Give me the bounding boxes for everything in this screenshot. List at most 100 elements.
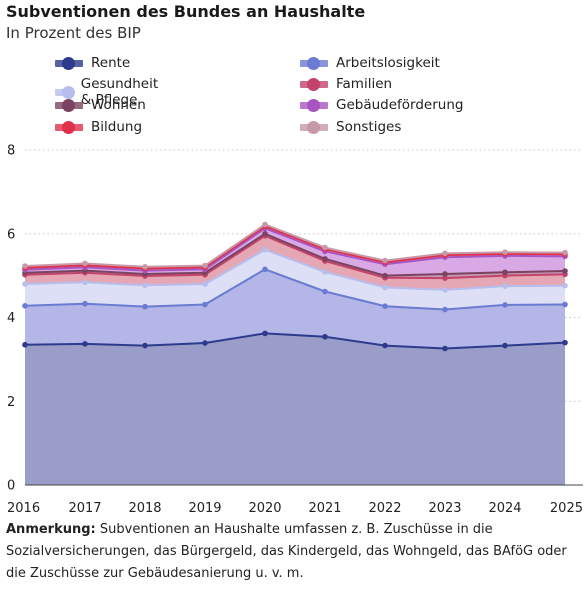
point-wohnen-2023	[442, 271, 448, 277]
line-gesundheit-and-pflege	[24, 248, 566, 291]
chart-title: Subventionen des Bundes an Haushalte	[6, 2, 366, 21]
point-arbeitslosigkeit-2020	[262, 266, 268, 273]
legend-swatch	[300, 56, 328, 70]
x-tick-label: 2023	[428, 501, 461, 515]
point-familien-2023	[442, 275, 448, 281]
area-wohnen	[25, 233, 565, 279]
x-tick-label: 2018	[128, 501, 161, 515]
x-tick-label: 2022	[368, 501, 401, 515]
legend-swatch	[55, 98, 83, 112]
point-arbeitslosigkeit-2023	[442, 306, 448, 313]
point-arbeitslosigkeit-2025	[562, 301, 568, 308]
area-chart: 0 2 4 6 8 2016 2017 2018 2019 2020 2021 2022 2023 202…	[7, 144, 583, 515]
area-arbeitslosigkeit	[25, 269, 565, 349]
point-gesundheit-and-pflege-2025	[562, 282, 568, 289]
point-arbeitslosigkeit-2018	[142, 303, 148, 310]
point-arbeitslosigkeit-2019	[202, 301, 208, 308]
point-wohnen-2025	[562, 268, 568, 274]
legend-swatch	[300, 77, 328, 91]
legend-label: Gesundheit & Pflege	[80, 76, 159, 108]
point-rente-2019	[202, 340, 208, 346]
x-tick-label: 2024	[488, 501, 521, 515]
y-tick-label: 2	[7, 395, 15, 410]
point-wohnen-2022	[382, 272, 388, 279]
line-bildung	[24, 225, 566, 270]
point-gesundheit-and-pflege-2020	[262, 246, 268, 253]
line-gebaeudefoerderung	[24, 227, 566, 272]
point-gesundheit-and-pflege-2018	[142, 282, 148, 289]
point-gesundheit-and-pflege-2017	[82, 279, 88, 286]
point-rente-2017	[82, 341, 88, 347]
point-wohnen-2020	[262, 230, 268, 237]
point-sonstiges-2020	[262, 221, 268, 228]
point-gesundheit-and-pflege-2016	[22, 281, 28, 287]
point-rente-2022	[382, 342, 388, 349]
legend-swatch	[55, 56, 83, 70]
point-rente-2021	[322, 333, 328, 340]
point-gesundheit-and-pflege-2021	[322, 269, 328, 275]
legend-item-gebaeudefoerderung: Gebäudeförderung	[300, 97, 463, 113]
legend-label: Rente	[91, 55, 131, 71]
point-gesundheit-and-pflege-2024	[502, 283, 508, 289]
legend-swatch	[55, 120, 83, 134]
point-arbeitslosigkeit-2021	[322, 288, 328, 295]
x-tick-label: 2019	[188, 501, 221, 515]
point-sonstiges-2021	[322, 244, 328, 251]
x-tick-label: 2016	[7, 501, 40, 515]
y-tick-label: 8	[7, 144, 15, 159]
point-rente-2018	[142, 342, 148, 349]
point-sonstiges-2016	[22, 263, 28, 269]
x-tick-label: 2017	[68, 501, 101, 515]
point-sonstiges-2024	[502, 249, 508, 255]
legend-item-arbeitslosigkeit: Arbeitslosigkeit	[300, 55, 440, 71]
point-wohnen-2024	[502, 269, 508, 276]
legend-label: Bildung	[91, 119, 143, 135]
legend-swatch	[300, 98, 328, 112]
point-wohnen-2021	[322, 256, 328, 262]
y-tick-label: 4	[7, 311, 15, 326]
legend-item-familien: Familien	[300, 76, 392, 92]
point-gesundheit-and-pflege-2023	[442, 287, 448, 293]
legend-swatch	[300, 120, 328, 134]
line-arbeitslosigkeit	[24, 268, 566, 311]
point-arbeitslosigkeit-2017	[82, 300, 88, 307]
point-gesundheit-and-pflege-2019	[202, 281, 208, 287]
point-arbeitslosigkeit-2016	[22, 302, 28, 309]
point-rente-2016	[22, 341, 28, 348]
area-rente	[25, 333, 565, 485]
legend-label: Familien	[336, 76, 393, 92]
point-arbeitslosigkeit-2022	[382, 303, 388, 309]
legend-label: Wohnen	[91, 97, 146, 113]
point-sonstiges-2025	[562, 249, 568, 256]
x-tick-label: 2021	[308, 501, 341, 515]
point-sonstiges-2017	[82, 260, 88, 267]
point-sonstiges-2018	[142, 264, 148, 270]
point-sonstiges-2023	[442, 250, 448, 257]
point-sonstiges-2022	[382, 257, 388, 264]
point-rente-2025	[562, 339, 568, 346]
legend-item-wohnen: Wohnen	[55, 97, 146, 113]
legend-item-bildung: Bildung	[55, 119, 142, 135]
point-arbeitslosigkeit-2024	[502, 302, 508, 308]
legend-swatch	[55, 85, 75, 99]
point-rente-2023	[442, 345, 448, 352]
point-rente-2024	[502, 342, 508, 349]
footnote-label: Anmerkung:	[6, 522, 96, 537]
line-rente	[24, 332, 566, 350]
line-sonstiges	[24, 223, 566, 268]
legend-item-sonstiges: Sonstiges	[300, 119, 401, 135]
x-tick-label: 2025	[550, 501, 583, 515]
y-tick-label: 6	[7, 227, 15, 242]
legend-label: Gebäudeförderung	[336, 97, 464, 113]
x-tick-label: 2020	[248, 501, 281, 515]
legend-item-rente: Rente	[55, 55, 130, 71]
legend-label: Sonstiges	[336, 119, 402, 135]
legend-item-gesundheit-and-pflege: Gesundheit & Pflege	[55, 76, 168, 108]
y-tick-label: 0	[7, 479, 15, 494]
footnote-text: Subventionen an Haushalte umfassen z. B.…	[6, 522, 567, 581]
line-familien	[24, 234, 566, 280]
line-wohnen	[24, 232, 566, 277]
point-rente-2020	[262, 330, 268, 337]
point-gesundheit-and-pflege-2022	[382, 284, 388, 291]
area-gebaeudefoerderung	[25, 228, 565, 276]
